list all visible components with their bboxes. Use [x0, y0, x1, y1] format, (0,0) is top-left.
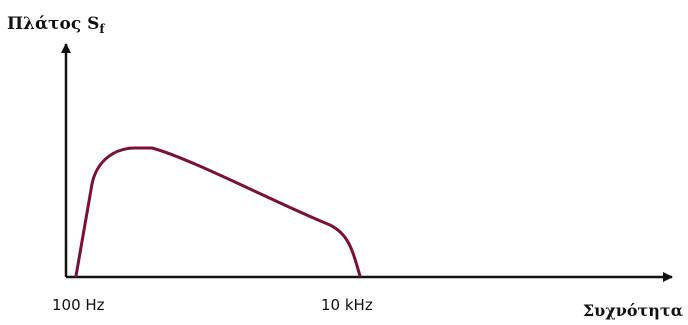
x-axis-label: Συχνότητα	[583, 301, 683, 320]
y-axis-label: Πλάτος Sf	[7, 14, 105, 36]
x-tick-label-100hz: 100 Hz	[52, 296, 105, 314]
y-axis-label-subscript: f	[99, 22, 105, 36]
y-axis-label-main: Πλάτος S	[7, 14, 99, 34]
spectrum-curve	[74, 146, 362, 278]
x-tick-label-10khz: 10 kHz	[321, 296, 373, 314]
